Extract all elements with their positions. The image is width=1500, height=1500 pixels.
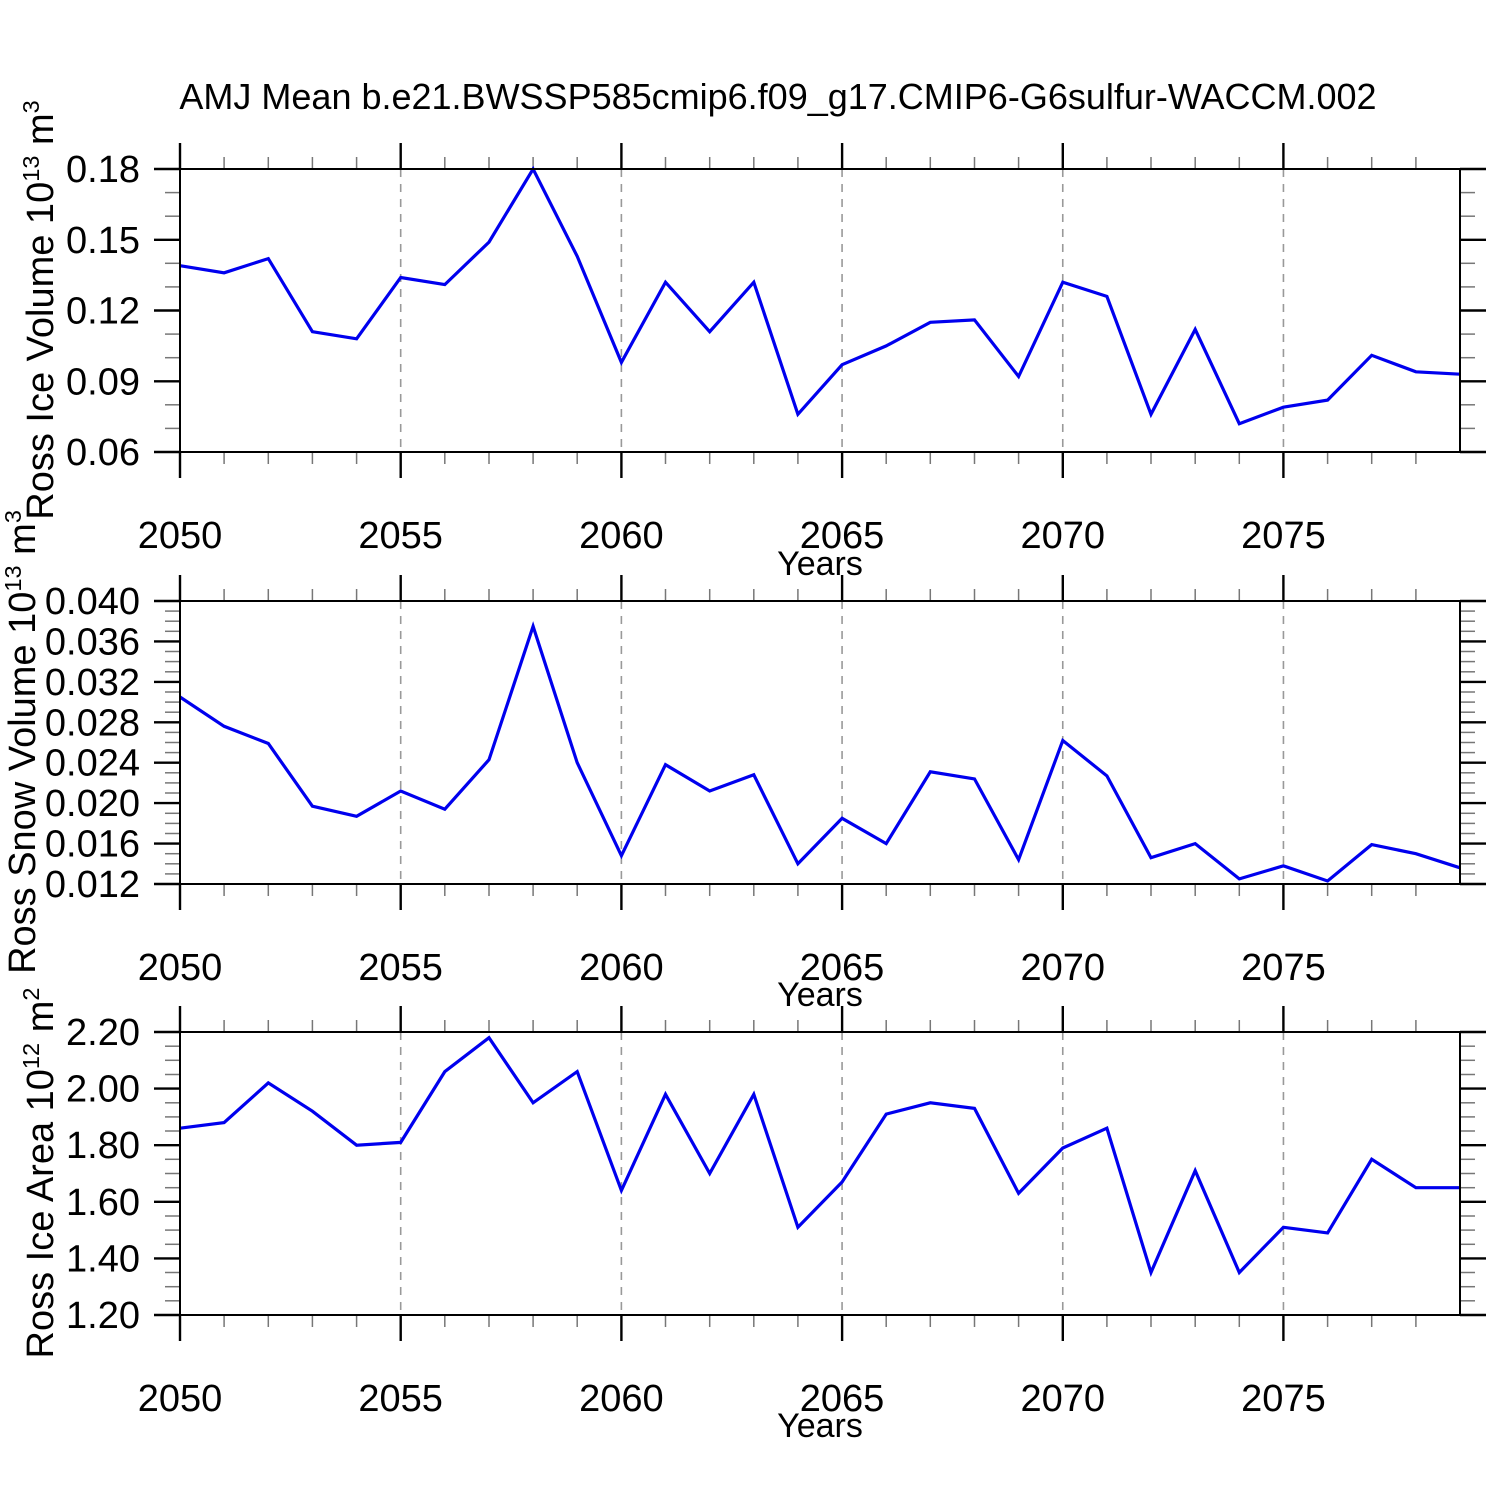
tick-label: 0.040 (45, 581, 140, 623)
tick-label: 0.06 (66, 432, 140, 474)
y-axis-title-text: Ross Ice Volume 10 (19, 181, 62, 520)
plot-frame (179, 168, 1461, 453)
tick-label: 2055 (358, 947, 443, 989)
data-line (179, 1035, 1460, 1278)
tick-label: 2075 (1241, 947, 1326, 989)
tick-label: 2.00 (66, 1069, 140, 1111)
data-line (179, 621, 1461, 883)
tick-label: 2055 (358, 1378, 443, 1420)
chart-title: AMJ Mean b.e21.BWSSP585cmip6.f09_g17.CMI… (179, 76, 1377, 117)
y-axis-title-unit-exponent: 2 (18, 987, 45, 1001)
tick-label: 2065 (800, 947, 885, 989)
tick-label: 1.20 (66, 1295, 140, 1337)
tick-label: 0.036 (45, 621, 140, 663)
plot-frame (179, 1031, 1461, 1316)
tick-label: 0.012 (45, 864, 140, 906)
y-axis-title-unit: m (1, 523, 44, 566)
y-axis-title-exponent: 13 (0, 565, 27, 592)
tick-label: 2075 (1241, 1378, 1326, 1420)
y-axis-title-unit-exponent: 3 (18, 100, 45, 114)
tick-label: 0.016 (45, 824, 140, 866)
panel-ross-ice-volume: 2050 2055 2060 2065 2070 2075 0.06 0.09 0.12 0.15… (66, 143, 1486, 557)
tick-label: 2060 (579, 1378, 664, 1420)
tick-label: 2055 (358, 515, 443, 557)
tick-label: 1.60 (66, 1182, 140, 1224)
x-axis-label-panel-3: Years (777, 1407, 863, 1445)
plot-frame (179, 600, 1461, 885)
x-axis-label-panel-1: Years (777, 545, 863, 583)
y-axis-title-unit-exponent: 3 (0, 510, 27, 524)
tick-label: 0.18 (66, 149, 140, 191)
y-axis-title-unit: m (19, 113, 62, 156)
panel-ross-snow-volume: 2050 2055 2060 2065 2070 20750.0120.0160.0200… (45, 575, 1486, 989)
tick-label: 0.12 (66, 291, 140, 333)
tick-label: 1.40 (66, 1238, 140, 1280)
tick-label: 2060 (579, 515, 664, 557)
y-axis-title-exponent: 13 (18, 155, 45, 182)
tick-label: 0.020 (45, 783, 140, 825)
y-axis-title-text: Ross Snow Volume 10 (1, 591, 44, 974)
tick-label: 2050 (138, 947, 223, 989)
tick-label: 0.028 (45, 702, 140, 744)
tick-label: 0.15 (66, 220, 140, 262)
y-axis-title-exponent: 12 (18, 1042, 45, 1070)
tick-label: 2075 (1241, 515, 1326, 557)
tick-label: 2070 (1020, 947, 1105, 989)
tick-label: 2060 (579, 947, 664, 989)
y-axis-title-unit: m (19, 1000, 62, 1043)
tick-label: 2065 (800, 1378, 885, 1420)
tick-label: 2065 (800, 515, 885, 557)
tick-label: 0.032 (45, 662, 140, 704)
tick-label: 2.20 (66, 1012, 140, 1054)
tick-label: 1.80 (66, 1125, 140, 1167)
x-axis-label-panel-2: Years (777, 976, 863, 1014)
tick-label: 2070 (1020, 1378, 1105, 1420)
tick-label: 2050 (138, 515, 223, 557)
y-axis-title-snow-volume: Ross Snow Volume 1013 m3 (0, 510, 44, 974)
tick-label: 2050 (138, 1378, 223, 1420)
panel-ross-ice-area: 2050 2055 2060 2065 2070 2075 1.20 1.40 1.60 1.80… (66, 1006, 1486, 1420)
y-axis-title-ice-volume: Ross Ice Volume 1013 m3 (18, 100, 62, 520)
tick-label: 0.09 (66, 361, 140, 403)
y-axis-title-ice-area: Ross Ice Area 1012 m2 (18, 987, 62, 1359)
tick-label: 0.024 (45, 743, 140, 785)
y-axis-title-text: Ross Ice Area 10 (19, 1069, 62, 1359)
data-line (179, 165, 1461, 426)
tick-label: 2070 (1020, 515, 1105, 557)
